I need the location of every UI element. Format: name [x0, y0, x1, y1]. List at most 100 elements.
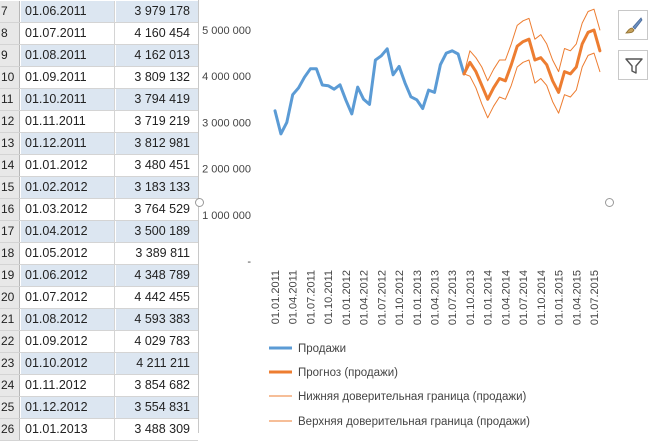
row-number[interactable]: 11	[0, 89, 20, 110]
sales-cell[interactable]: 4 211 211	[116, 353, 198, 374]
date-cell[interactable]: 01.11.2011	[21, 111, 115, 132]
date-cell[interactable]: 01.06.2011	[21, 1, 115, 22]
date-cell[interactable]: 01.10.2012	[21, 353, 115, 374]
sales-cell[interactable]: 4 442 455	[134, 290, 190, 304]
row-number[interactable]: 13	[0, 133, 20, 154]
sheet-row[interactable]: 20 01.07.2012 4 442 455	[0, 287, 198, 309]
series-line-2	[463, 52, 601, 119]
date-cell[interactable]: 01.07.2011	[21, 23, 115, 44]
row-number[interactable]: 26	[0, 419, 20, 440]
sheet-row[interactable]: 14 01.01.2012 3 480 451	[0, 155, 198, 177]
row-number[interactable]: 8	[0, 23, 20, 44]
x-tick-label: 01.04.2013	[430, 270, 442, 325]
sheet-row[interactable]: 8 01.07.2011 4 160 454	[0, 23, 198, 45]
row-number[interactable]: 10	[0, 67, 20, 88]
sheet-row[interactable]: 10 01.09.2011 3 809 132	[0, 67, 198, 89]
x-tick-label: 01.07.2015	[589, 270, 601, 325]
sales-cell[interactable]: 3 809 132	[134, 70, 190, 84]
sales-cell[interactable]: 4 029 783	[134, 334, 190, 348]
sheet-row[interactable]: 19 01.06.2012 4 348 789	[0, 265, 198, 287]
sales-cell[interactable]: 3 183 133	[116, 177, 198, 198]
sales-cell[interactable]: 3 389 811	[135, 246, 190, 260]
sales-cell[interactable]: 4 348 789	[116, 265, 198, 286]
row-number[interactable]: 19	[0, 265, 20, 286]
sheet-row[interactable]: 26 01.01.2013 3 488 309	[0, 419, 198, 441]
chart-resize-handle-right[interactable]	[605, 198, 614, 207]
chart-filters-button[interactable]	[618, 50, 648, 80]
sheet-row[interactable]: 16 01.03.2012 3 764 529	[0, 199, 198, 221]
sales-cell[interactable]: 3 794 419	[116, 89, 198, 110]
sales-cell[interactable]: 3 854 682	[134, 378, 190, 392]
date-cell[interactable]: 01.02.2012	[21, 177, 115, 198]
row-number[interactable]: 21	[0, 309, 20, 330]
date-cell[interactable]: 01.07.2012	[21, 287, 115, 308]
sheet-row[interactable]: 21 01.08.2012 4 593 383	[0, 309, 198, 331]
row-number[interactable]: 18	[0, 243, 20, 264]
sheet-row[interactable]: 18 01.05.2012 3 389 811	[0, 243, 198, 265]
row-number[interactable]: 22	[0, 331, 20, 352]
row-number[interactable]: 23	[0, 353, 20, 374]
sales-cell[interactable]: 3 812 981	[116, 133, 198, 154]
date-cell[interactable]: 01.09.2012	[21, 331, 115, 352]
date-cell[interactable]: 01.09.2011	[21, 67, 115, 88]
row-number[interactable]: 24	[0, 375, 20, 396]
sheet-row[interactable]: 11 01.10.2011 3 794 419	[0, 89, 198, 111]
date-cell[interactable]: 01.08.2011	[21, 45, 115, 66]
paintbrush-icon	[625, 17, 643, 34]
sales-cell[interactable]: 4 160 454	[134, 26, 190, 40]
series-line-0	[273, 47, 466, 136]
chart-area[interactable]: 5 000 000 4 000 000 3 000 000 2 000 000 1 00…	[195, 0, 614, 433]
sales-cell[interactable]: 3 480 451	[134, 158, 190, 172]
sheet-row[interactable]: 25 01.12.2012 3 554 831	[0, 397, 198, 419]
row-number[interactable]: 12	[0, 111, 20, 132]
row-number[interactable]: 9	[0, 45, 20, 66]
sheet-row[interactable]: 13 01.12.2011 3 812 981	[0, 133, 198, 155]
y-tick-label: 2 000 000	[202, 164, 251, 176]
row-number[interactable]: 15	[0, 177, 20, 198]
date-cell[interactable]: 01.04.2012	[21, 221, 115, 242]
sheet-row[interactable]: 9 01.08.2011 4 162 013	[0, 45, 198, 67]
sheet-row[interactable]: 7 01.06.2011 3 979 178	[0, 1, 198, 23]
x-tick-label: 01.10.2012	[394, 270, 406, 325]
sales-cell[interactable]: 3 979 178	[116, 1, 198, 22]
sheet-row[interactable]: 17 01.04.2012 3 500 189	[0, 221, 198, 243]
sales-cell[interactable]: 4 593 383	[116, 309, 198, 330]
date-cell[interactable]: 01.01.2013	[21, 419, 115, 440]
x-tick-label: 01.07.2013	[447, 270, 459, 325]
x-tick-label: 01.04.2012	[359, 270, 371, 325]
legend-label: Верхняя доверительная граница (продажи)	[298, 416, 530, 428]
sales-cell[interactable]: 3 719 219	[134, 114, 190, 128]
row-number[interactable]: 17	[0, 221, 20, 242]
row-number[interactable]: 16	[0, 199, 20, 220]
row-number[interactable]: 14	[0, 155, 20, 176]
date-cell[interactable]: 01.05.2012	[21, 243, 115, 264]
date-cell[interactable]: 01.01.2012	[21, 155, 115, 176]
row-number[interactable]: 20	[0, 287, 20, 308]
x-tick-label: 01.07.2014	[518, 270, 530, 325]
date-cell[interactable]: 01.11.2012	[21, 375, 115, 396]
sales-cell[interactable]: 4 162 013	[116, 45, 198, 66]
date-cell[interactable]: 01.12.2012	[21, 397, 115, 418]
series-line-3	[463, 8, 601, 82]
sales-cell[interactable]: 3 764 529	[134, 202, 190, 216]
sheet-row[interactable]: 22 01.09.2012 4 029 783	[0, 331, 198, 353]
sales-cell[interactable]: 3 488 309	[134, 422, 190, 436]
sales-cell[interactable]: 3 500 189	[116, 221, 198, 242]
sheet-row[interactable]: 23 01.10.2012 4 211 211	[0, 353, 198, 375]
date-cell[interactable]: 01.12.2011	[21, 133, 115, 154]
sheet-row[interactable]: 12 01.11.2011 3 719 219	[0, 111, 198, 133]
x-tick-label: 01.01.2012	[341, 270, 353, 325]
sheet-row[interactable]: 15 01.02.2012 3 183 133	[0, 177, 198, 199]
y-tick-label: 1 000 000	[202, 210, 251, 222]
date-cell[interactable]: 01.06.2012	[21, 265, 115, 286]
chart-resize-handle-left[interactable]	[195, 198, 204, 207]
date-cell[interactable]: 01.08.2012	[21, 309, 115, 330]
row-number[interactable]: 7	[0, 1, 20, 22]
row-number[interactable]: 25	[0, 397, 20, 418]
x-tick-label: 01.07.2011	[305, 270, 317, 324]
chart-styles-button[interactable]	[618, 10, 648, 40]
sales-cell[interactable]: 3 554 831	[116, 397, 198, 418]
date-cell[interactable]: 01.03.2012	[21, 199, 115, 220]
date-cell[interactable]: 01.10.2011	[21, 89, 115, 110]
sheet-row[interactable]: 24 01.11.2012 3 854 682	[0, 375, 198, 397]
